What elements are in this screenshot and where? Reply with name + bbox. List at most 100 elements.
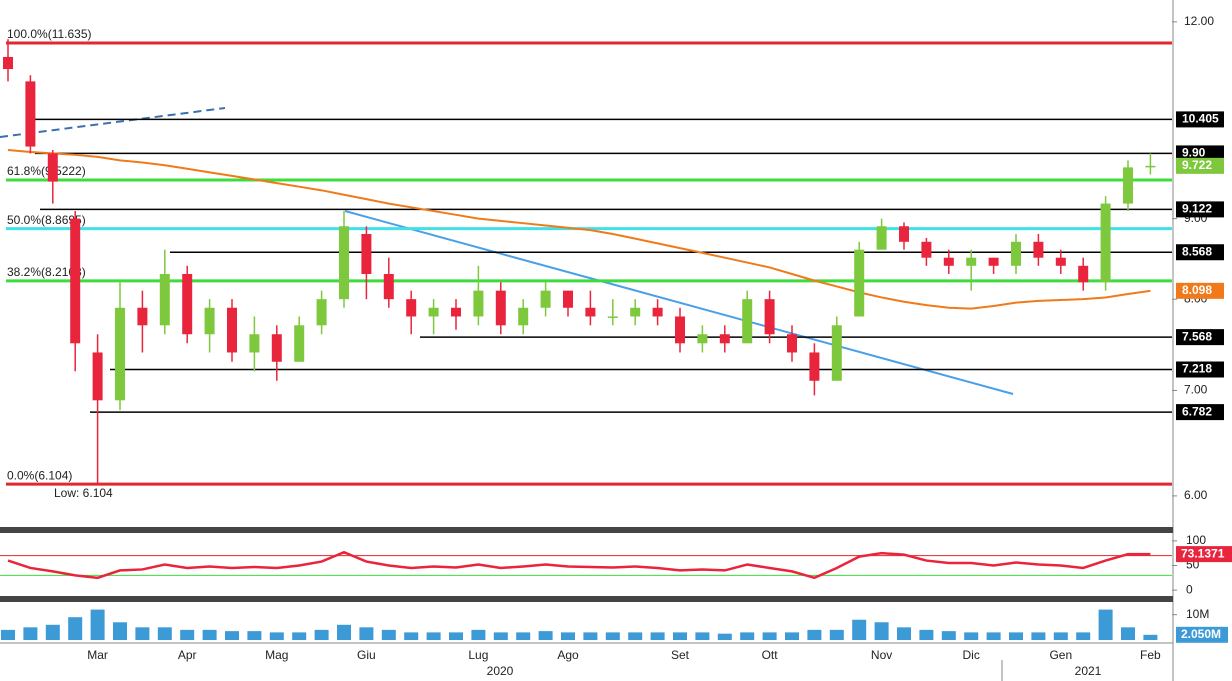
candle-body xyxy=(383,273,394,300)
candle-body xyxy=(249,334,260,353)
level-tag-label: 7.568 xyxy=(1182,329,1212,343)
candle-body xyxy=(652,307,663,317)
candle-body xyxy=(518,307,529,326)
ma-tag xyxy=(1176,282,1224,299)
fib-label: 0.0%(6.104) xyxy=(7,468,72,482)
volume-bar xyxy=(762,632,777,640)
candle-body xyxy=(137,307,148,326)
volume-bar xyxy=(314,629,329,640)
trend-line-dashed xyxy=(0,107,226,138)
rsi-tag-label: 73.1371 xyxy=(1181,546,1225,560)
volume-bar xyxy=(874,622,889,640)
volume-bar xyxy=(1009,632,1023,640)
volume-bar xyxy=(986,632,1001,640)
candle-body xyxy=(406,299,417,317)
x-tick-label: Mar xyxy=(87,648,108,662)
candle-body xyxy=(943,257,954,266)
candle-body xyxy=(742,299,753,344)
level-tag xyxy=(1176,111,1224,128)
volume-bar xyxy=(695,632,710,640)
volume-bar xyxy=(740,632,755,640)
candle-body xyxy=(316,299,327,326)
volume-tag-label: 2.050M xyxy=(1181,627,1221,641)
volume-bar xyxy=(1,629,15,640)
candle-body xyxy=(764,299,775,335)
rsi-line xyxy=(7,550,1151,580)
volume-bar xyxy=(717,633,732,640)
volume-bar xyxy=(829,629,844,640)
volume-bar xyxy=(516,632,531,640)
year-label: 2020 xyxy=(487,664,514,678)
candle-body xyxy=(563,290,573,308)
candle-body xyxy=(630,307,641,317)
fib-label: 100.0%(11.635) xyxy=(7,27,92,41)
volume-bar xyxy=(1121,627,1135,640)
x-tick-label: Dic xyxy=(963,648,980,662)
candle-body xyxy=(47,153,58,182)
volume-bar xyxy=(68,617,83,640)
volume-bar xyxy=(897,627,911,640)
candle-body xyxy=(1033,241,1044,258)
level-tag xyxy=(1176,201,1224,218)
y-tick-label: 6.00 xyxy=(1184,488,1208,502)
volume-bar xyxy=(337,624,351,640)
x-tick-label: Ago xyxy=(557,648,579,662)
last-price-label: 9.722 xyxy=(1182,158,1212,172)
panel-separator xyxy=(0,596,1173,602)
volume-bar xyxy=(673,632,687,640)
candle-body xyxy=(428,307,439,317)
level-tag xyxy=(1176,361,1224,378)
y-tick-label: 12.00 xyxy=(1184,14,1214,28)
rsi-tick-label: 100 xyxy=(1186,533,1206,547)
level-tag xyxy=(1176,145,1224,162)
volume-bar xyxy=(247,631,262,640)
volume-bar xyxy=(471,629,486,640)
volume-bar xyxy=(650,632,665,640)
candle-body xyxy=(1078,265,1089,283)
candle-body xyxy=(227,307,237,353)
volume-bar xyxy=(23,627,38,640)
candle-body xyxy=(339,226,349,300)
ma-tag-label: 8.098 xyxy=(1182,283,1212,297)
x-tick-label: Mag xyxy=(265,648,288,662)
candle-body xyxy=(159,273,170,326)
candle-body xyxy=(787,334,797,353)
candle-body xyxy=(1011,241,1021,266)
volume-bar xyxy=(628,632,643,640)
candle-body xyxy=(719,334,730,344)
candle-body xyxy=(540,290,551,308)
candle-body xyxy=(831,325,842,381)
volume-bar xyxy=(919,629,934,640)
level-tag-label: 9.90 xyxy=(1182,146,1206,160)
x-tick-label: Apr xyxy=(178,648,197,662)
volume-bar xyxy=(202,629,217,640)
fib-label: 50.0%(8.8695) xyxy=(7,213,86,227)
volume-bar xyxy=(45,624,60,640)
x-tick-label: Gen xyxy=(1049,648,1072,662)
volume-bar xyxy=(493,632,508,640)
volume-bar xyxy=(135,627,150,640)
candle-body xyxy=(473,290,484,317)
candle-body xyxy=(1145,165,1156,168)
volume-bar xyxy=(180,629,195,640)
candle-body xyxy=(988,257,999,266)
volume-bar xyxy=(359,627,374,640)
x-tick-label: Giu xyxy=(357,648,376,662)
volume-bar xyxy=(113,622,127,640)
last-price-tag xyxy=(1176,157,1224,174)
candle-body xyxy=(361,233,372,274)
volume-bar xyxy=(807,629,822,640)
level-tag xyxy=(1176,404,1224,421)
volume-bar xyxy=(852,619,867,640)
x-tick-label: Ott xyxy=(762,648,779,662)
trend-line xyxy=(344,210,1014,395)
volume-bar xyxy=(426,632,441,640)
volume-tag xyxy=(1176,626,1228,643)
candle-body xyxy=(854,249,865,317)
candle-body xyxy=(1123,167,1133,204)
volume-bar xyxy=(381,629,396,640)
volume-bar xyxy=(225,631,239,640)
level-tag-label: 9.122 xyxy=(1182,202,1212,216)
